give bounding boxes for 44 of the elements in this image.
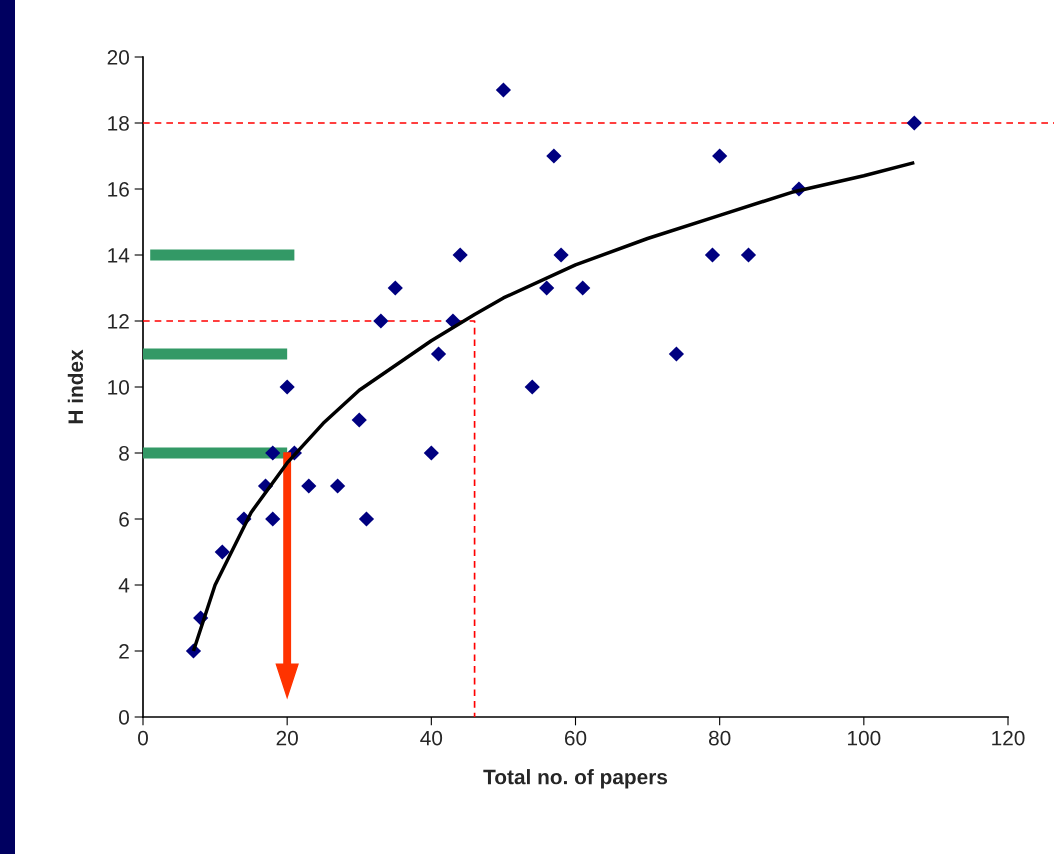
- y-tick-label: 10: [108, 380, 129, 395]
- point: [546, 148, 562, 164]
- y-tick-label: 6: [119, 512, 129, 527]
- x-tick-label: 0: [138, 730, 148, 746]
- point: [373, 313, 389, 329]
- point: [430, 346, 447, 362]
- x-axis-title: Total no. of papers: [483, 769, 668, 789]
- y-tick-label: 0: [119, 710, 129, 725]
- x-tick-label: 20: [276, 730, 298, 746]
- point: [452, 247, 468, 263]
- y-tick-label: 14: [108, 248, 130, 263]
- point: [539, 280, 555, 296]
- point: [330, 478, 346, 494]
- point: [214, 544, 230, 560]
- point: [524, 379, 540, 395]
- point: [358, 511, 375, 527]
- y-tick-label: 8: [119, 446, 129, 461]
- point: [423, 445, 439, 461]
- x-tick-label: 120: [992, 730, 1025, 746]
- point: [575, 280, 591, 296]
- point: [712, 148, 728, 164]
- point: [351, 412, 367, 428]
- point: [668, 346, 685, 362]
- point: [906, 115, 922, 131]
- point: [279, 379, 295, 395]
- x-tick-label: 60: [564, 730, 587, 746]
- point: [265, 445, 281, 461]
- point: [704, 247, 721, 263]
- point: [387, 280, 403, 296]
- y-axis-title: H index: [67, 349, 84, 424]
- y-tick-label: 18: [108, 116, 129, 131]
- point: [301, 478, 317, 494]
- y-tick-label: 12: [108, 314, 129, 329]
- y-tick-label: 2: [119, 644, 129, 659]
- x-tick-label: 40: [420, 730, 443, 746]
- x-tick-label: 80: [708, 730, 731, 746]
- point: [740, 247, 757, 263]
- point: [495, 82, 512, 98]
- x-tick-label: 100: [848, 730, 881, 746]
- point: [553, 247, 569, 263]
- y-tick-label: 16: [108, 182, 129, 197]
- y-tick-label: 20: [107, 50, 129, 65]
- point: [265, 511, 281, 527]
- y-tick-label: 4: [118, 578, 130, 593]
